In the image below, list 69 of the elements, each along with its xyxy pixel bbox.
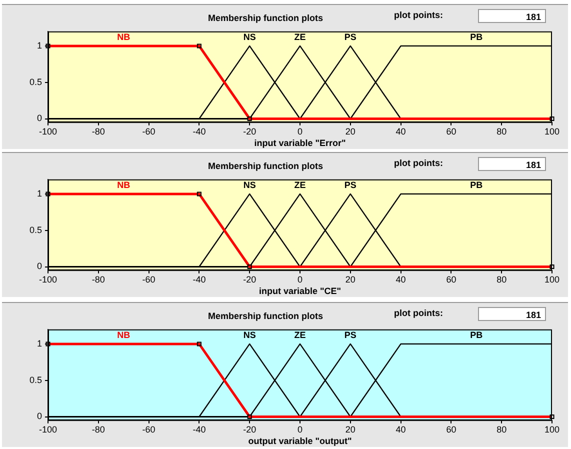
- x-tick-label: 60: [446, 424, 456, 434]
- x-axis-title: output variable "output": [248, 436, 352, 446]
- x-tick-label: -60: [142, 126, 156, 136]
- series-label: NB: [117, 330, 131, 340]
- x-tick-label: -20: [243, 126, 256, 136]
- x-tick-label: 40: [396, 424, 406, 434]
- x-tick-label: -100: [38, 424, 58, 434]
- y-tick-label: 0.5: [29, 224, 42, 235]
- series-label: NB: [117, 32, 131, 42]
- series-label: NS: [243, 32, 256, 42]
- series-label: PB: [470, 32, 484, 42]
- text: plot points:: [394, 10, 443, 20]
- x-axis-title: input variable "CE": [258, 286, 342, 296]
- chart-title: Membership function plots: [208, 311, 324, 321]
- series-label: PS: [344, 32, 356, 42]
- y-tick-label: 0.5: [29, 76, 42, 87]
- x-tick-label: 40: [396, 126, 406, 136]
- x-tick-label: 80: [496, 424, 507, 434]
- x-tick-label: 20: [345, 126, 356, 136]
- x-tick-label: 0: [297, 424, 303, 434]
- x-tick-label: -100: [38, 274, 58, 284]
- y-tick-label: 0: [36, 411, 42, 422]
- x-tick-label: -40: [192, 126, 206, 136]
- x-tick-label: 0: [297, 274, 303, 284]
- series-label: PS: [344, 180, 356, 190]
- y-tick-label: 0: [36, 261, 42, 272]
- plot-points-field: 181: [478, 157, 546, 171]
- chart-title: Membership function plots: [208, 161, 324, 171]
- x-tick-label: -100: [38, 126, 58, 136]
- y-tick-label: 1: [36, 40, 42, 50]
- x-tick-label: -80: [92, 424, 105, 434]
- y-tick-label: 1: [36, 188, 42, 198]
- x-tick-label: 0: [297, 126, 303, 136]
- x-tick-label: 100: [544, 274, 560, 284]
- y-tick-label: 0: [36, 113, 42, 124]
- y-tick-label: 0.5: [29, 374, 42, 385]
- x-tick-label: 80: [496, 126, 507, 136]
- x-tick-label: -60: [142, 424, 156, 434]
- series-label: NS: [243, 330, 256, 340]
- x-tick-label: 80: [496, 274, 507, 284]
- x-tick-label: -80: [92, 274, 105, 284]
- x-tick-label: -80: [92, 126, 105, 136]
- text: plot points:: [394, 308, 443, 318]
- x-tick-label: -20: [243, 424, 256, 434]
- x-tick-label: 60: [446, 126, 456, 136]
- y-tick-label: 1: [36, 338, 42, 348]
- x-tick-label: -20: [243, 274, 256, 284]
- series-label: PB: [470, 180, 484, 190]
- plot-points-field: 181: [478, 9, 546, 23]
- x-tick-label: 20: [345, 424, 356, 434]
- x-tick-label: 100: [544, 424, 560, 434]
- x-tick-label: 60: [446, 274, 456, 284]
- x-tick-label: 20: [345, 274, 356, 284]
- series-label: ZE: [294, 330, 306, 340]
- x-axis-title: input variable "Error": [254, 138, 346, 148]
- plot-points-field: 181: [478, 307, 546, 321]
- chart-title: Membership function plots: [208, 13, 324, 23]
- x-tick-label: -40: [192, 274, 206, 284]
- x-tick-label: -40: [192, 424, 206, 434]
- series-label: NB: [117, 180, 131, 190]
- series-label: NS: [243, 180, 256, 190]
- x-tick-label: 40: [396, 274, 406, 284]
- series-label: ZE: [294, 180, 306, 190]
- text: plot points:: [394, 158, 443, 168]
- x-tick-label: 100: [544, 126, 560, 136]
- series-label: PB: [470, 330, 484, 340]
- series-label: PS: [344, 330, 356, 340]
- series-label: ZE: [294, 32, 306, 42]
- x-tick-label: -60: [142, 274, 156, 284]
